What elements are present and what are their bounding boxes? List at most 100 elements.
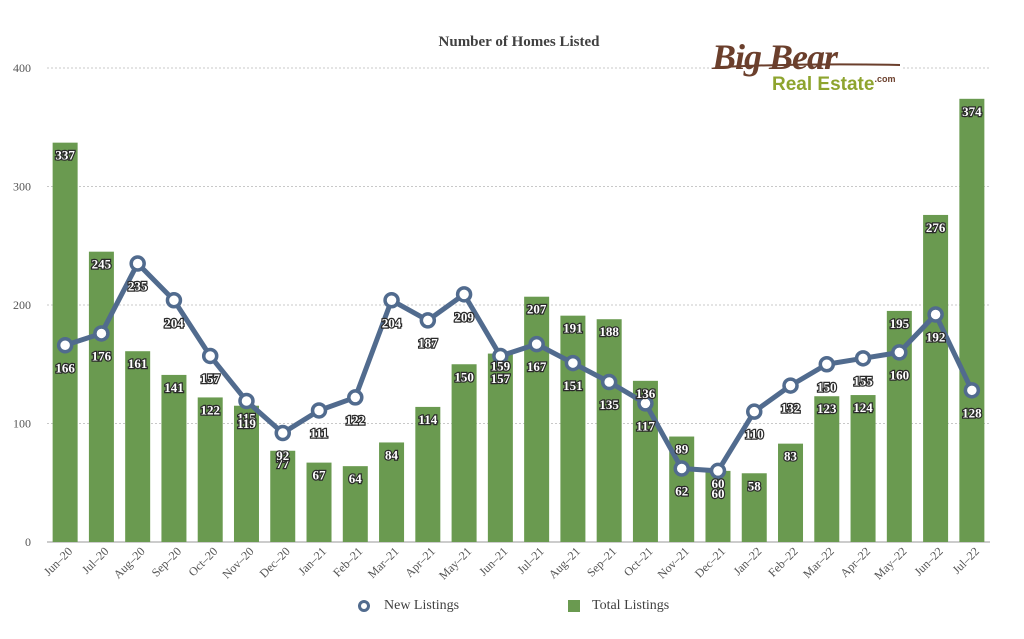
- line-data-label: 117: [636, 418, 655, 433]
- bar-data-label: 84: [385, 447, 399, 462]
- bar-data-label: 115: [237, 411, 256, 426]
- chart-title: Number of Homes Listed: [438, 34, 600, 50]
- line-point: [963, 382, 981, 399]
- x-tick-label: Feb–22: [765, 544, 800, 579]
- legend-label-total-listings: Total Listings: [592, 598, 670, 613]
- x-tick-label: May–21: [436, 544, 474, 582]
- line-point: [347, 389, 364, 406]
- x-tick-label: Jul–22: [949, 544, 982, 577]
- y-tick-label: 200: [13, 298, 31, 312]
- bar: [778, 443, 804, 542]
- bar-data-label: 245: [92, 257, 112, 272]
- line-point: [201, 347, 219, 365]
- x-tick-label: May–22: [871, 544, 909, 582]
- bar: [524, 296, 550, 542]
- x-tick-label: Apr–21: [402, 544, 438, 580]
- x-tick-label: Apr–22: [837, 544, 873, 580]
- bar-data-label: 89: [675, 442, 689, 457]
- line-point: [746, 403, 763, 420]
- x-tick-label: Oct–20: [185, 544, 220, 579]
- bar-data-label: 64: [349, 471, 363, 486]
- x-tick-label: Mar–21: [365, 544, 402, 581]
- bar-data-label: 276: [926, 220, 946, 235]
- x-tick-label: Sep–21: [584, 544, 619, 579]
- x-tick-label: Mar–22: [800, 544, 837, 581]
- x-tick-label: Nov–21: [655, 544, 692, 581]
- line-data-label: 204: [164, 315, 184, 330]
- bar: [306, 462, 332, 542]
- line-data-label: 192: [926, 329, 946, 344]
- line-data-label: 111: [310, 425, 328, 440]
- y-tick-label: 0: [25, 535, 31, 549]
- line-point: [383, 292, 400, 309]
- line-data-label: 119: [237, 416, 256, 431]
- x-tick-label: Oct–21: [621, 544, 656, 579]
- line-data-label: 128: [962, 405, 982, 420]
- bar-data-label: 58: [748, 478, 762, 493]
- bar-data-label: 67: [313, 468, 327, 483]
- bar-data-label: 122: [200, 402, 220, 417]
- x-tick-label: Nov–20: [219, 544, 256, 581]
- line-point: [564, 354, 582, 372]
- line-data-label: 157: [200, 371, 220, 386]
- line-point: [818, 356, 836, 373]
- line-data-label: 60: [711, 486, 724, 501]
- line-point: [528, 335, 545, 353]
- x-tick-label: Aug–20: [111, 544, 148, 581]
- bar-data-label: 195: [890, 316, 910, 331]
- line-data-label: 151: [563, 378, 583, 393]
- bar: [270, 450, 296, 542]
- y-tick-label: 400: [13, 61, 31, 75]
- bar: [487, 353, 513, 542]
- line-marker-icon: [358, 600, 370, 612]
- line-data-label: 204: [382, 315, 402, 330]
- line-data-label: 160: [890, 367, 910, 382]
- x-tick-label: Aug–21: [546, 544, 583, 581]
- bar-data-label: 150: [454, 369, 474, 384]
- bar-data-label: 207: [527, 302, 547, 317]
- line-point: [600, 373, 618, 391]
- line-data-label: 209: [454, 309, 474, 324]
- y-tick-label: 300: [13, 180, 31, 194]
- bar: [814, 396, 840, 542]
- line-data-label: 150: [817, 379, 837, 394]
- bar: [342, 466, 368, 542]
- line-data-label: 157: [491, 371, 511, 386]
- bar: [451, 364, 477, 542]
- legend-label-new-listings: New Listings: [384, 598, 460, 613]
- x-tick-label: Feb–21: [330, 544, 365, 579]
- bar-data-label: 77: [276, 456, 290, 471]
- line-point: [854, 350, 872, 367]
- x-tick-label: Sep–20: [149, 544, 184, 579]
- bar: [705, 470, 731, 542]
- bar-data-label: 60: [711, 476, 724, 491]
- bar: [959, 98, 985, 542]
- bar-data-label: 374: [962, 104, 982, 119]
- logo-big-bear-text: Big Bear: [712, 37, 838, 77]
- bar: [596, 319, 622, 542]
- line-data-label: 176: [92, 348, 112, 363]
- bar-data-label: 83: [784, 449, 798, 464]
- logo-real-estate-text: Real Estate.com: [772, 74, 896, 95]
- bar: [741, 473, 767, 542]
- bar-data-label: 337: [55, 148, 75, 163]
- line-point: [891, 344, 908, 361]
- line-point: [709, 462, 727, 480]
- logo-com-text: .com: [874, 74, 896, 84]
- x-tick-label: Dec–21: [692, 544, 728, 580]
- bar-data-label: 188: [599, 324, 619, 339]
- bar-data-label: 123: [817, 401, 837, 416]
- line-data-label: 132: [781, 401, 801, 416]
- line-data-label: 122: [346, 412, 366, 427]
- x-tick-label: Jun–20: [41, 544, 75, 578]
- bar-data-label: 141: [164, 380, 184, 395]
- line-point: [310, 402, 328, 419]
- line-point: [274, 424, 291, 442]
- bar: [415, 406, 441, 542]
- line-point: [673, 460, 690, 477]
- line-data-label: 110: [745, 427, 764, 442]
- line-point: [238, 392, 255, 410]
- bar: [197, 397, 223, 542]
- bar-data-label: 136: [636, 386, 656, 401]
